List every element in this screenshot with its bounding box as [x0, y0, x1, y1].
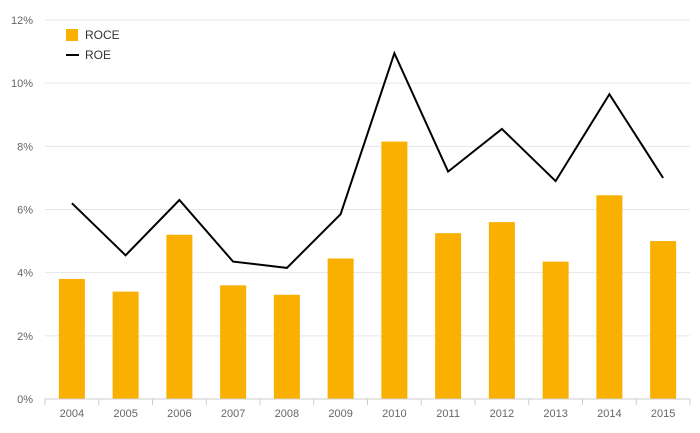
roce-bar [596, 195, 623, 399]
legend-roce-label: ROCE [85, 28, 120, 42]
roce-bar [435, 233, 462, 399]
roce-bars [58, 141, 677, 400]
legend-roce-swatch [66, 29, 78, 41]
roce-bar [381, 141, 408, 400]
x-tick-label: 2015 [651, 408, 675, 420]
y-tick-label: 10% [11, 78, 33, 90]
y-tick-label: 0% [17, 394, 33, 406]
x-tick-label: 2005 [113, 408, 137, 420]
gridlines [45, 19, 690, 337]
roce-bar [488, 222, 515, 399]
x-tick-label: 2014 [597, 408, 621, 420]
x-tick-label: 2004 [60, 408, 84, 420]
roce-bar [650, 241, 677, 399]
roe-line [71, 50, 664, 269]
y-tick-label: 4% [17, 268, 33, 280]
y-tick-label: 6% [17, 205, 33, 217]
y-tick-label: 2% [17, 331, 33, 343]
y-axis-ticks: 0% 2% 4% 6% 8% 10% 12% [11, 15, 33, 406]
roce-bar [220, 285, 247, 399]
x-tick-label: 2013 [543, 408, 567, 420]
x-tick-label: 2012 [490, 408, 514, 420]
x-tick-label: 2007 [221, 408, 245, 420]
x-tick-label: 2009 [328, 408, 352, 420]
roce-bar [542, 261, 569, 399]
x-tick-label: 2011 [436, 408, 460, 420]
legend-roe-label: ROE [85, 48, 111, 62]
roce-bar [273, 294, 300, 399]
roce-bar [166, 234, 193, 399]
roce-bar [58, 278, 85, 399]
x-axis-ticks: 2004 2005 2006 2007 2008 2009 2010 2011 2012 2013… [44, 398, 691, 420]
legend: ROCE ROE [66, 28, 120, 62]
x-tick-label: 2006 [167, 408, 191, 420]
y-tick-label: 12% [11, 15, 33, 27]
x-tick-label: 2008 [275, 408, 299, 420]
y-tick-label: 8% [17, 141, 33, 153]
roce-bar [112, 291, 139, 399]
roce-bar [327, 258, 354, 399]
x-tick-label: 2010 [382, 408, 406, 420]
